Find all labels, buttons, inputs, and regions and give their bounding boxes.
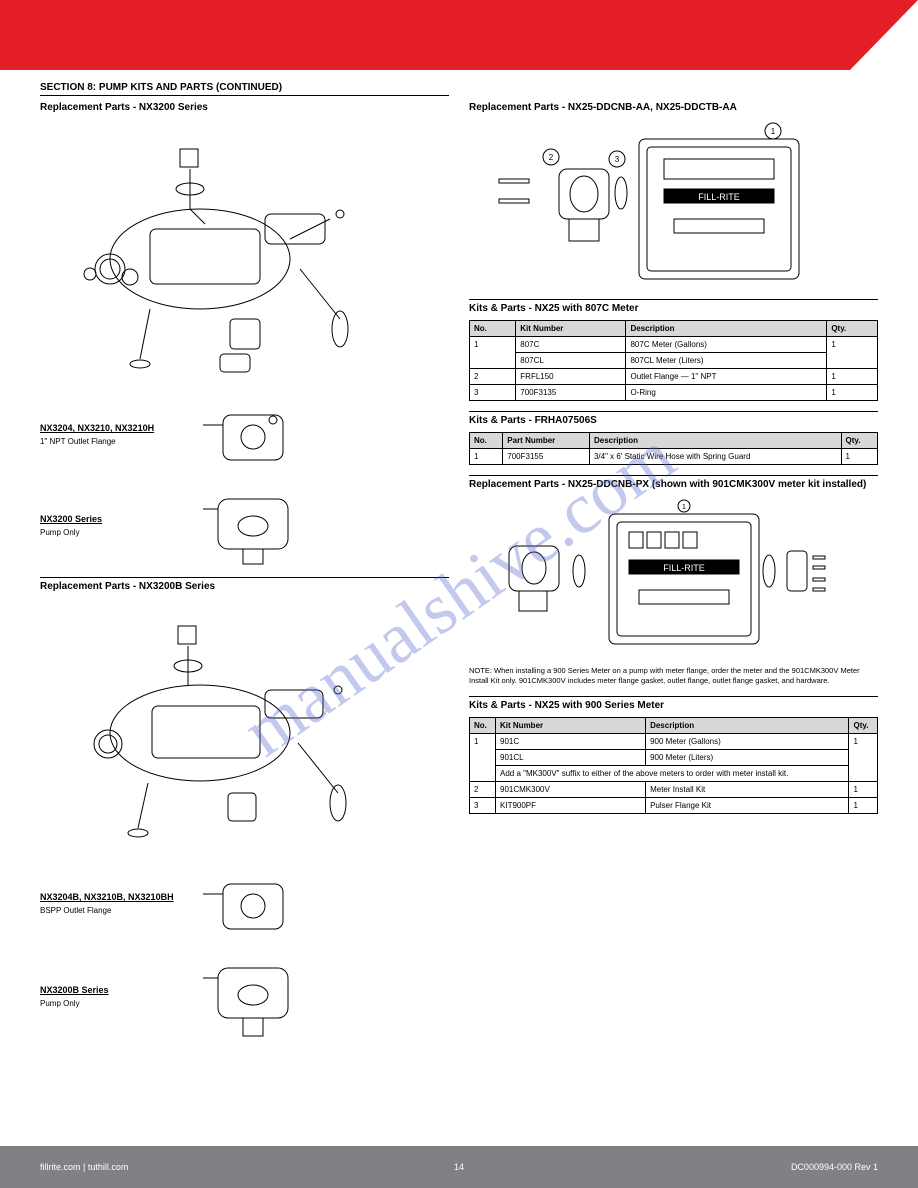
- td: 700F3155: [503, 449, 590, 465]
- left-column: SECTION 8: PUMP KITS AND PARTS (CONTINUE…: [40, 82, 449, 1051]
- td: 901CMK300V: [496, 781, 646, 797]
- td: FRFL150: [516, 369, 626, 385]
- th: Qty.: [849, 717, 878, 733]
- callout-nx3200-flange: NX3204, NX3210, NX3210H 1" NPT Outlet Fl…: [40, 395, 449, 475]
- td: 1: [827, 337, 878, 369]
- svg-text:FILL-RITE: FILL-RITE: [698, 192, 740, 202]
- content-columns: SECTION 8: PUMP KITS AND PARTS (CONTINUE…: [0, 70, 918, 1051]
- td: 807CL: [516, 353, 626, 369]
- pump-only-diagram-icon: [198, 481, 308, 571]
- section-header-left: SECTION 8: PUMP KITS AND PARTS (CONTINUE…: [40, 82, 449, 96]
- th: Qty.: [827, 321, 878, 337]
- table-title-900: Kits & Parts - NX25 with 900 Series Mete…: [469, 696, 878, 711]
- td: 900 Meter (Gallons): [646, 733, 849, 749]
- flange-diagram-icon: [198, 395, 308, 475]
- meter-900-diagram: FILL-RITE 1: [469, 496, 829, 666]
- svg-text:1: 1: [682, 504, 686, 511]
- svg-text:FILL-RITE: FILL-RITE: [663, 563, 705, 573]
- td: 1: [849, 733, 878, 781]
- td: 1: [470, 449, 503, 465]
- td: KIT900PF: [496, 797, 646, 813]
- callout-title: NX3200B Series: [40, 985, 190, 997]
- flange-diagram-icon: [198, 864, 308, 944]
- td: 1: [470, 337, 516, 369]
- callout-text: BSPP Outlet Flange: [40, 906, 190, 916]
- svg-text:2: 2: [549, 153, 554, 162]
- subheader-nx25-807c: Replacement Parts - NX25-DDCNB-AA, NX25-…: [469, 102, 878, 113]
- td: Add a "MK300V" suffix to either of the a…: [496, 765, 849, 781]
- svg-text:1: 1: [771, 127, 776, 136]
- td: 1: [827, 385, 878, 401]
- pump-only-diagram-icon: [198, 950, 308, 1045]
- td: 900 Meter (Liters): [646, 749, 849, 765]
- td: 3: [470, 385, 516, 401]
- td: 3: [470, 797, 496, 813]
- td: 3/4" x 6' Static Wire Hose with Spring G…: [589, 449, 841, 465]
- td: Outlet Flange — 1" NPT: [626, 369, 827, 385]
- th: Kit Number: [516, 321, 626, 337]
- subheader-nx3200: Replacement Parts - NX3200 Series: [40, 102, 449, 113]
- th: Description: [646, 717, 849, 733]
- svg-text:3: 3: [615, 155, 620, 164]
- callout-text: 1" NPT Outlet Flange: [40, 437, 190, 447]
- td: 700F3135: [516, 385, 626, 401]
- td: 901C: [496, 733, 646, 749]
- header-banner: [0, 0, 918, 70]
- th: Description: [589, 433, 841, 449]
- td: 1: [849, 797, 878, 813]
- exploded-diagram-nx3200: [40, 119, 360, 389]
- callout-title: NX3204, NX3210, NX3210H: [40, 423, 190, 435]
- parts-table-807c: No. Kit Number Description Qty. 1807C807…: [469, 320, 878, 401]
- th: Description: [626, 321, 827, 337]
- subheader-nx25-900: Replacement Parts - NX25-DDCNB-PX (shown…: [469, 475, 878, 490]
- td: 2: [470, 369, 516, 385]
- parts-table-900: No. Kit Number Description Qty. 1901C900…: [469, 717, 878, 814]
- note-900-install: NOTE: When installing a 900 Series Meter…: [469, 666, 878, 686]
- td: Pulser Flange Kit: [646, 797, 849, 813]
- td: Meter Install Kit: [646, 781, 849, 797]
- right-column: . Replacement Parts - NX25-DDCNB-AA, NX2…: [469, 82, 878, 1051]
- td: 901CL: [496, 749, 646, 765]
- td: O-Ring: [626, 385, 827, 401]
- td: 2: [470, 781, 496, 797]
- td: 807C: [516, 337, 626, 353]
- td: 1: [827, 369, 878, 385]
- td: 1: [841, 449, 877, 465]
- th: No.: [470, 321, 516, 337]
- footer-left: fillrite.com | tuthill.com: [40, 1162, 128, 1172]
- callout-nx3200b-pump: NX3200B Series Pump Only: [40, 950, 449, 1045]
- footer-right: DC000994-000 Rev 1: [791, 1162, 878, 1172]
- callout-title: NX3204B, NX3210B, NX3210BH: [40, 892, 190, 904]
- page: manualshive.com SECTION 8: PUMP KITS AND…: [0, 0, 918, 1188]
- table-title-807c: Kits & Parts - NX25 with 807C Meter: [469, 299, 878, 314]
- callout-text: Pump Only: [40, 999, 190, 1009]
- th: No.: [470, 717, 496, 733]
- meter-807c-diagram: FILL-RITE 1 2 3: [469, 119, 829, 299]
- table-title-hose: Kits & Parts - FRHA07506S: [469, 411, 878, 426]
- subheader-nx3200b: Replacement Parts - NX3200B Series: [40, 577, 449, 592]
- th: Qty.: [841, 433, 877, 449]
- callout-title: NX3200 Series: [40, 514, 190, 526]
- td: 807CL Meter (Liters): [626, 353, 827, 369]
- th: Kit Number: [496, 717, 646, 733]
- page-number: 14: [454, 1162, 464, 1172]
- callout-nx3200b-flange: NX3204B, NX3210B, NX3210BH BSPP Outlet F…: [40, 864, 449, 944]
- td: 1: [470, 733, 496, 781]
- parts-table-hose: No. Part Number Description Qty. 1700F31…: [469, 432, 878, 465]
- td: 1: [849, 781, 878, 797]
- th: No.: [470, 433, 503, 449]
- exploded-diagram-nx3200b: [40, 598, 360, 858]
- footer-bar: fillrite.com | tuthill.com 14 DC000994-0…: [0, 1146, 918, 1188]
- th: Part Number: [503, 433, 590, 449]
- callout-nx3200-pump: NX3200 Series Pump Only: [40, 481, 449, 571]
- callout-text: Pump Only: [40, 528, 190, 538]
- td: 807C Meter (Gallons): [626, 337, 827, 353]
